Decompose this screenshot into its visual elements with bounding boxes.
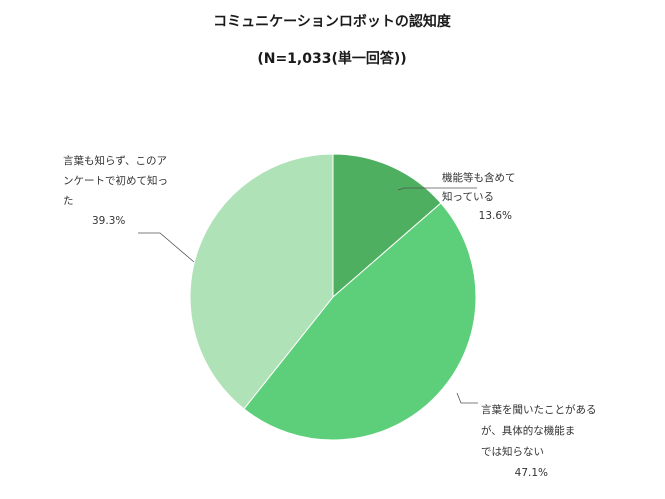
leader-line-1 (397, 187, 477, 191)
slice-label-1-line-1: 機能等も含めて (442, 171, 516, 184)
chart-subtitle: (N=1,033(単一回答)) (257, 50, 406, 67)
pie-slice-3 (189, 153, 334, 410)
slice-label-2-line-2: が、具体的な機能ま (481, 424, 575, 437)
slice-label-3-line-2: ンケートで初めて知っ (63, 174, 168, 187)
slice-label-3-line-3: た (63, 195, 74, 207)
pie-slices (189, 153, 477, 441)
slice-label-2-line-1: 言葉を聞いたことがある (481, 403, 597, 416)
slice-value-label-3: 39.3% (92, 215, 125, 227)
leader-line-3 (138, 232, 195, 263)
leader-line-2 (456, 392, 478, 404)
pie-slice-1 (332, 153, 442, 299)
slice-label-1-line-2: 知っている (442, 190, 494, 203)
slice-label-2-line-3: では知らない (481, 445, 544, 458)
chart-title: コミュニケーションロボットの認知度 (213, 13, 452, 30)
slice-value-label-2: 47.1% (515, 467, 548, 479)
slice-label-3-line-1: 言葉も知らず、このア (63, 154, 167, 167)
pie-slice-2 (243, 202, 477, 441)
slice-value-label-1: 13.6% (479, 210, 512, 222)
